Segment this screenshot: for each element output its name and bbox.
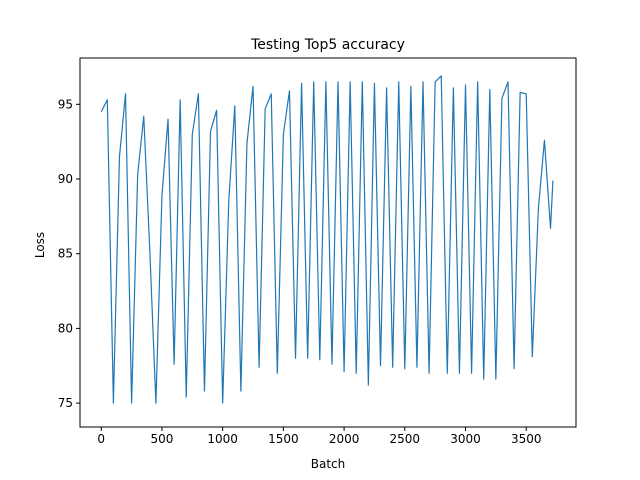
x-axis-label: Batch: [311, 457, 346, 471]
x-tick-label-1000: 1000: [207, 432, 238, 446]
x-tick-label-2000: 2000: [329, 432, 360, 446]
x-tick-label-500: 500: [151, 432, 174, 446]
plot-frame: [79, 57, 577, 428]
x-tick-label-0: 0: [97, 432, 105, 446]
y-tick-label-80: 80: [58, 321, 73, 335]
x-tick-label-2500: 2500: [390, 432, 421, 446]
plot-area: 0 500 1000 1500 2000 2500 3000 3500 75 80 85 90 95: [58, 57, 577, 446]
x-tick-label-3000: 3000: [450, 432, 481, 446]
x-tick-label-1500: 1500: [268, 432, 299, 446]
y-tick-label-85: 85: [58, 247, 73, 261]
chart-title: Testing Top5 accuracy: [250, 37, 405, 53]
series-line-0: [100, 75, 554, 404]
x-tick-label-3500: 3500: [511, 432, 542, 446]
y-tick-label-90: 90: [58, 172, 73, 186]
y-tick-label-95: 95: [58, 97, 73, 111]
y-tick-label-75: 75: [58, 396, 73, 410]
y-axis-label: Loss: [33, 232, 47, 258]
